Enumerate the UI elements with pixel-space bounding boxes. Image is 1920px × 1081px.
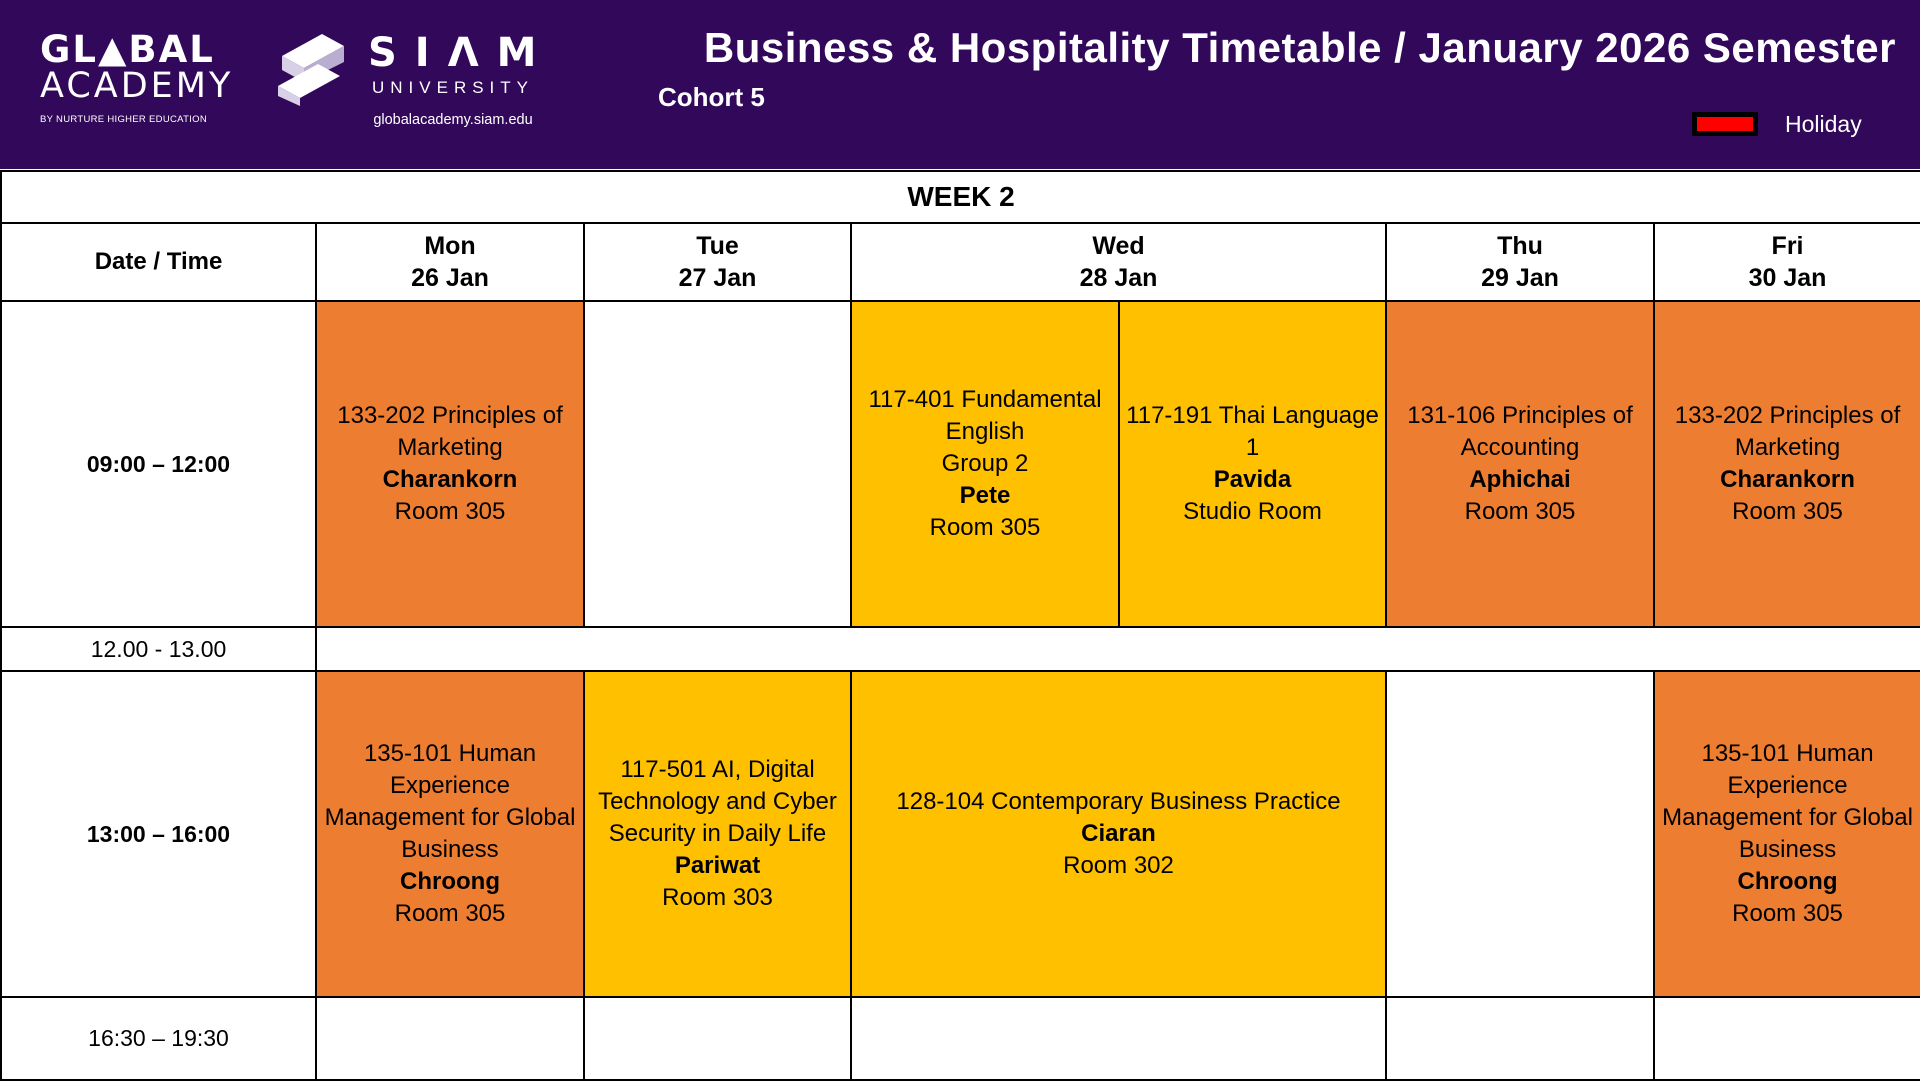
day-date: 26 Jan	[411, 264, 489, 292]
teacher-name: Charankorn	[1720, 466, 1855, 493]
course-name: 133-202 Principles of Marketing	[337, 402, 563, 461]
teacher-name: Charankorn	[382, 466, 518, 493]
lunch-row: 12.00 - 13.00	[0, 626, 1920, 672]
day-header-fri: Fri 30 Jan	[1652, 222, 1920, 302]
siam-logo-name: SIΛM	[368, 30, 555, 76]
class-cell-wed-afternoon: 128-104 Contemporary Business Practice C…	[850, 670, 1387, 998]
day-date: 27 Jan	[678, 264, 757, 292]
time-slot-afternoon: 13:00 – 16:00	[0, 670, 317, 998]
class-cell-wed-morning-a: 117-401 Fundamental English Group 2 Pete…	[850, 300, 1120, 628]
class-cell-thu-morning: 131-106 Principles of Accounting Aphicha…	[1385, 300, 1655, 628]
week-row: WEEK 2	[0, 170, 1920, 224]
day-date: 30 Jan	[1748, 264, 1827, 292]
timetable: WEEK 2 Date / Time Mon 26 Jan Tue 27 Jan…	[0, 170, 1920, 1081]
teacher-name: Pariwat	[674, 852, 761, 879]
page-title: Business & Hospitality Timetable / Janua…	[703, 24, 1896, 71]
day-name: Thu	[1497, 232, 1543, 260]
teacher-name: Pavida	[1213, 466, 1292, 493]
date-time-header: Date / Time	[0, 222, 317, 302]
time-slot-morning: 09:00 – 12:00	[0, 300, 317, 628]
course-name: 117-501 AI, Digital Technology and Cyber…	[598, 756, 837, 847]
siam-university-logo: SIΛM UNIVERSITY globalacademy.siam.edu	[358, 30, 548, 128]
room-name: Room 305	[1732, 900, 1843, 927]
day-name: Mon	[424, 232, 476, 260]
empty-cell-wed-evening	[850, 996, 1387, 1081]
course-name: 117-191 Thai Language 1	[1126, 402, 1379, 461]
teacher-name: Aphichai	[1469, 466, 1571, 493]
class-cell-mon-morning: 133-202 Principles of Marketing Charanko…	[315, 300, 585, 628]
room-name: Room 305	[1464, 498, 1576, 525]
room-name: Room 305	[929, 514, 1041, 541]
day-header-wed: Wed 28 Jan	[850, 222, 1387, 302]
day-name: Wed	[1092, 232, 1145, 260]
day-date: 28 Jan	[1079, 264, 1158, 292]
lunch-break-cell	[314, 626, 1920, 672]
ga-logo-line1: GL▲BAL	[40, 28, 215, 71]
day-header-tue: Tue 27 Jan	[583, 222, 852, 302]
room-name: Room 302	[1063, 852, 1174, 879]
room-name: Room 303	[662, 884, 773, 911]
class-cell-tue-afternoon: 117-501 AI, Digital Technology and Cyber…	[583, 670, 852, 998]
class-cell-fri-afternoon: 135-101 Human Experience Management for …	[1652, 670, 1920, 998]
room-name: Studio Room	[1183, 498, 1322, 525]
room-name: Room 305	[394, 498, 506, 525]
empty-cell-fri-evening	[1652, 996, 1920, 1081]
course-name: 128-104 Contemporary Business Practice	[896, 788, 1341, 815]
course-group: Group 2	[941, 450, 1029, 477]
day-date: 29 Jan	[1481, 264, 1559, 292]
teacher-name: Ciaran	[1081, 820, 1156, 847]
class-cell-fri-morning: 133-202 Principles of Marketing Charanko…	[1652, 300, 1920, 628]
day-header-mon: Mon 26 Jan	[315, 222, 585, 302]
course-name: 117-401 Fundamental English	[868, 386, 1102, 445]
week-label: WEEK 2	[0, 170, 1920, 224]
day-name: Fri	[1771, 232, 1804, 260]
ga-logo-tagline: BY NURTURE HIGHER EDUCATION	[40, 114, 207, 125]
morning-row: 09:00 – 12:00 133-202 Principles of Mark…	[0, 300, 1920, 628]
evening-row: 16:30 – 19:30	[0, 996, 1920, 1081]
day-name: Tue	[696, 232, 739, 260]
course-name: 135-101 Human Experience Management for …	[1662, 740, 1913, 863]
day-header-thu: Thu 29 Jan	[1385, 222, 1655, 302]
course-name: 133-202 Principles of Marketing	[1674, 402, 1901, 461]
time-slot-evening: 16:30 – 19:30	[0, 996, 317, 1081]
holiday-legend-swatch	[1692, 112, 1758, 136]
holiday-legend-label: Holiday	[1785, 111, 1862, 137]
time-slot-lunch: 12.00 - 13.00	[0, 626, 317, 672]
siam-logo-url: globalacademy.siam.edu	[373, 112, 533, 128]
course-name: 135-101 Human Experience Management for …	[324, 740, 576, 863]
afternoon-row: 13:00 – 16:00 135-101 Human Experience M…	[0, 670, 1920, 998]
class-cell-wed-morning-b: 117-191 Thai Language 1 Pavida Studio Ro…	[1118, 300, 1387, 628]
course-name: 131-106 Principles of Accounting	[1407, 402, 1633, 461]
class-cell-mon-afternoon: 135-101 Human Experience Management for …	[315, 670, 585, 998]
room-name: Room 305	[394, 900, 506, 927]
teacher-name: Chroong	[400, 868, 500, 895]
ga-logo-line2: ACADEMY	[40, 66, 234, 106]
empty-cell-mon-evening	[315, 996, 585, 1081]
global-academy-logo: GL▲BAL ACADEMY BY NURTURE HIGHER EDUCATI…	[40, 28, 234, 125]
empty-cell-tue-evening	[583, 996, 852, 1081]
empty-cell-tue-morning	[583, 300, 852, 628]
room-name: Room 305	[1732, 498, 1843, 525]
siam-logo-sub: UNIVERSITY	[371, 78, 535, 97]
siam-emblem-icon	[278, 34, 344, 106]
empty-cell-thu-evening	[1385, 996, 1655, 1081]
empty-cell-thu-afternoon	[1385, 670, 1655, 998]
header-banner: GL▲BAL ACADEMY BY NURTURE HIGHER EDUCATI…	[0, 0, 1920, 169]
teacher-name: Chroong	[1737, 868, 1838, 895]
day-header-row: Date / Time Mon 26 Jan Tue 27 Jan Wed 28…	[0, 222, 1920, 302]
cohort-label: Cohort 5	[658, 82, 765, 112]
teacher-name: Pete	[959, 482, 1011, 509]
